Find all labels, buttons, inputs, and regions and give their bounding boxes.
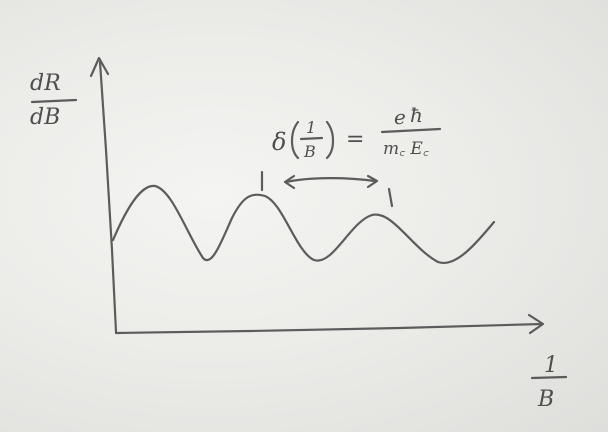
period-arrow-line [284, 177, 377, 184]
x-label-denominator: B [537, 387, 554, 412]
formula-lhs-denominator: B [303, 142, 316, 161]
x-axis-arrowhead [527, 313, 545, 335]
x-axis-label: 1 B [530, 353, 568, 412]
x-label-numerator: 1 [544, 353, 558, 378]
formula-open-paren [290, 120, 300, 160]
y-label-denominator: dB [30, 105, 60, 130]
period-arrow-left-head [283, 174, 296, 190]
peak-tick-right [387, 187, 394, 208]
formula-close-paren [325, 120, 335, 160]
formula-rhs-bar [380, 127, 442, 134]
y-axis-label: dR dB [30, 71, 78, 130]
y-axis [98, 60, 118, 334]
formula-lhs-bar [299, 136, 324, 141]
formula-rhs-denominator: m꜀ E꜀ [383, 139, 429, 159]
y-label-fraction-bar [30, 98, 78, 104]
y-axis-arrowhead [89, 56, 110, 78]
x-label-fraction-bar [530, 375, 568, 380]
formula-equals: = [346, 127, 364, 152]
oscillation-curve [111, 184, 496, 265]
y-label-numerator: dR [30, 71, 61, 96]
period-arrow-right-head [366, 174, 379, 189]
formula-delta: δ [272, 128, 286, 156]
formula-rhs-hbar: ħ [410, 103, 423, 127]
formula-rhs-e: e [394, 105, 406, 129]
x-axis [114, 322, 544, 335]
formula-lhs-numerator: 1 [306, 118, 316, 137]
period-formula: δ 1 B = e ħ m꜀ E꜀ [272, 103, 442, 161]
